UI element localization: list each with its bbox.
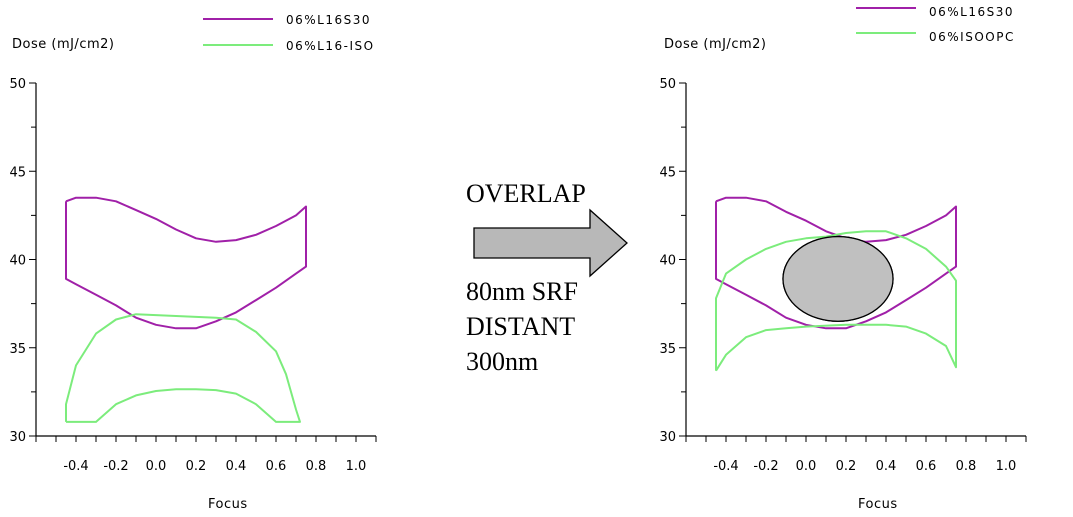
- y-tick-label: 35: [659, 342, 676, 357]
- y-tick-label: 30: [659, 430, 676, 445]
- x-tick-label: 1.0: [346, 459, 367, 474]
- x-tick-label: 0.2: [186, 459, 207, 474]
- y-tick-label: 30: [9, 430, 26, 445]
- y-axis-label: Dose (mJ/cm2): [664, 37, 766, 52]
- x-tick-label: -0.2: [103, 459, 128, 474]
- x-tick-label: 0.0: [146, 459, 167, 474]
- x-tick-label: 0.0: [796, 459, 817, 474]
- annotation-line-3: 300nm: [466, 347, 538, 376]
- x-tick-label: -0.2: [753, 459, 778, 474]
- chart-left: Dose (mJ/cm2) Focus 30 35 40 45 50 -0.4 -0.2 0.0 0…: [9, 13, 377, 512]
- x-tick-label: 0.8: [306, 459, 327, 474]
- legend-label-1: 06%L16S30: [929, 5, 1014, 19]
- overlap-annotation: OVERLAP 80nm SRF DISTANT 300nm: [466, 179, 628, 376]
- x-tick-label: 0.6: [916, 459, 937, 474]
- x-tick-label: -0.4: [63, 459, 88, 474]
- right-arrow-icon: [473, 208, 628, 278]
- annotation-line-1: 80nm SRF: [466, 277, 578, 306]
- series-line-1: [65, 196, 307, 330]
- x-tick-label: -0.4: [713, 459, 738, 474]
- x-axis-label: Focus: [858, 497, 898, 512]
- legend-label-2: 06%ISOOPC: [929, 30, 1015, 44]
- x-tick-label: 0.6: [266, 459, 287, 474]
- x-axis-label: Focus: [208, 497, 248, 512]
- y-tick-label: 40: [9, 254, 26, 269]
- legend-label-2: 06%L16-ISO: [286, 39, 375, 53]
- y-tick-label: 35: [9, 342, 26, 357]
- x-tick-label: 0.4: [226, 459, 247, 474]
- annotation-line-2: DISTANT: [466, 312, 575, 341]
- y-tick-label: 50: [9, 77, 26, 92]
- chart-right: Dose (mJ/cm2) Focus 30 35 40 45 50 -0.4 -0.2 0.0 0…: [659, 5, 1027, 512]
- x-tick-label: 1.0: [996, 459, 1017, 474]
- x-tick-label: 0.8: [956, 459, 977, 474]
- series-line-2: [65, 313, 301, 423]
- overlap-ellipse-front: [782, 235, 894, 322]
- y-tick-label: 50: [659, 77, 676, 92]
- y-tick-label: 40: [659, 254, 676, 269]
- x-tick-label: 0.2: [836, 459, 857, 474]
- y-axis-label: Dose (mJ/cm2): [12, 37, 114, 52]
- series-line-2: [715, 230, 957, 372]
- y-tick-label: 45: [659, 165, 676, 180]
- y-tick-label: 45: [9, 165, 26, 180]
- overlap-title: OVERLAP: [466, 179, 586, 208]
- series-line-1: [715, 196, 957, 330]
- legend-label-1: 06%L16S30: [286, 13, 371, 27]
- x-tick-label: 0.4: [876, 459, 897, 474]
